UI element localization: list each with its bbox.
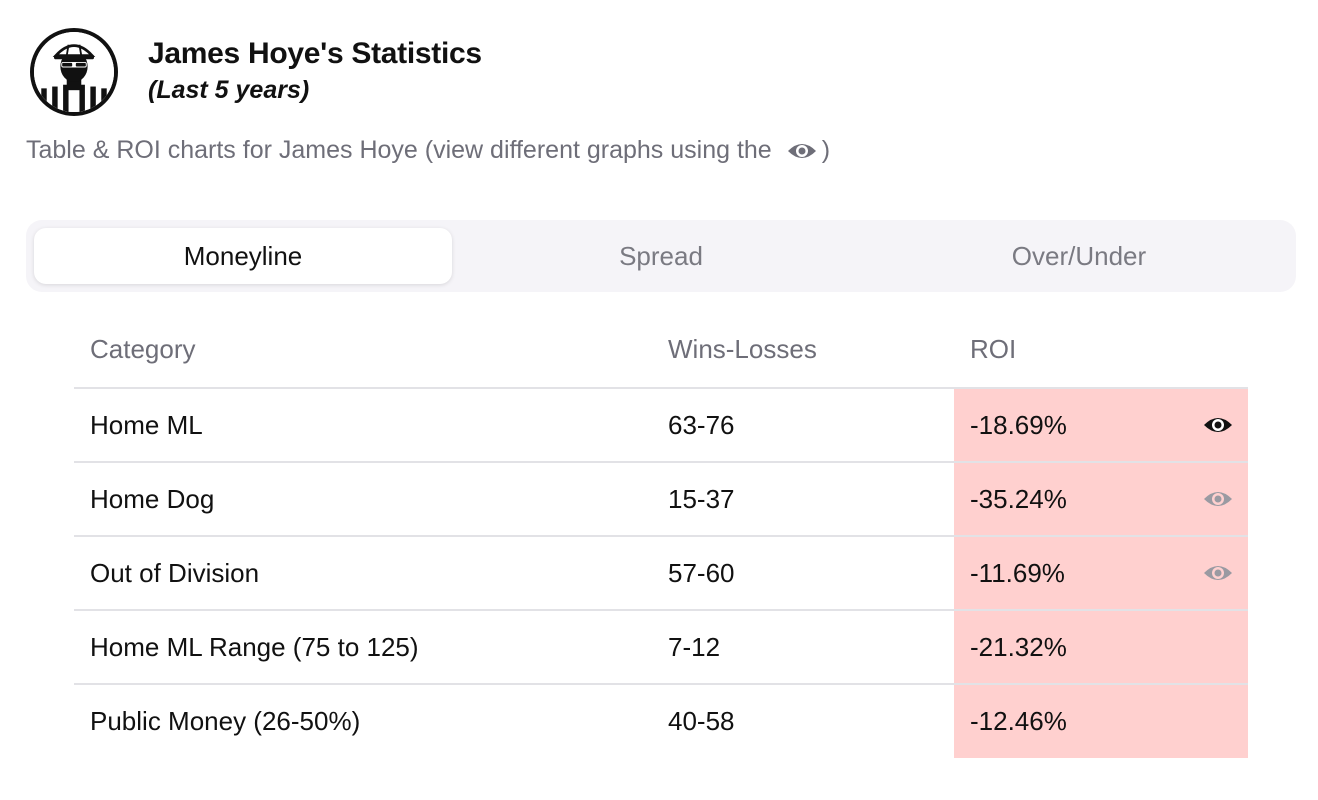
view-graph-eye-icon[interactable] [1202,487,1234,511]
category-cell: Public Money (26-50%) [90,706,361,736]
tab-moneyline[interactable]: Moneyline [34,228,452,284]
description-close: ) [821,136,831,164]
roi-value: -35.24% [970,483,1067,514]
roi-value: -18.69% [970,409,1067,440]
category-cell: Out of Division [74,536,652,611]
roi-cell: -21.32% [954,610,1248,685]
referee-avatar [30,28,118,116]
roi-cell: -35.24% [954,462,1248,537]
description-text: Table & ROI charts for James Hoye (view … [26,136,772,164]
roi-value: -11.69% [970,557,1065,588]
roi-cell: -12.46% [954,684,1248,758]
record-cell: 15-37 [652,462,954,537]
roi-cell: -11.69% [954,536,1248,611]
table-header-row: Category Wins-Losses ROI [74,312,1248,389]
description: Table & ROI charts for James Hoye (view … [26,136,830,165]
header-category: Category [74,312,652,389]
referee-icon [34,32,114,112]
roi-cell: -18.69% [954,388,1248,463]
category-cell: Home ML [74,388,652,463]
view-graph-eye-icon[interactable] [1202,561,1234,585]
roi-value: -12.46% [970,706,1067,736]
table-row: Out of Division 57-60 -11.69% [74,536,1248,611]
view-graph-eye-icon[interactable] [1202,413,1234,437]
table-row: Public Money (26-50%) 40-58 -12.46% [74,684,1248,758]
header-wins-losses: Wins-Losses [652,312,954,389]
tab-spread[interactable]: Spread [619,240,703,271]
category-cell: Home Dog [74,462,652,537]
bet-type-tabs: Moneyline Spread Over/Under [26,220,1296,292]
tab-over-under[interactable]: Over/Under [1011,240,1147,271]
table-row: Home Dog 15-37 -35.24% [74,462,1248,537]
record-cell: 7-12 [652,610,954,685]
stats-table: Category Wins-Losses ROI Home ML 63-76 -… [74,312,1248,758]
record-cell: 57-60 [652,536,954,611]
table-row: Home ML 63-76 -18.69% [74,388,1248,463]
table-row: Home ML Range (75 to 125) 7-12 -21.32% [74,610,1248,685]
page-subtitle: (Last 5 years) [148,76,310,104]
roi-value: -21.32% [970,631,1067,662]
header-roi: ROI [954,312,1248,389]
eye-icon [786,139,818,163]
category-cell: Home ML Range (75 to 125) [74,610,652,685]
record-cell: 63-76 [652,388,954,463]
header: James Hoye's Statistics (Last 5 years) [30,28,482,116]
page-title: James Hoye's Statistics [148,37,482,70]
record-cell: 40-58 [668,706,735,736]
